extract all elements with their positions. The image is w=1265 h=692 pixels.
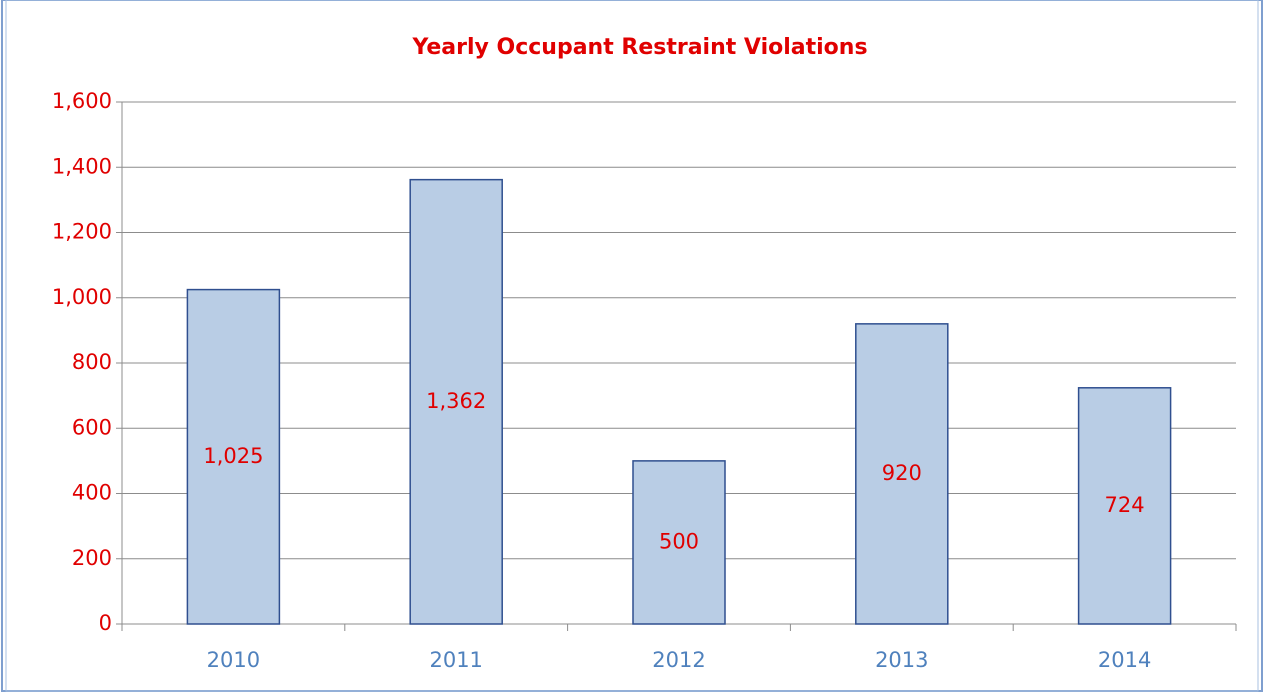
y-tick-label: 200 [72,546,112,570]
data-label: 920 [882,461,922,485]
bar [409,178,503,625]
bar [855,323,949,625]
chart-title: Yearly Occupant Restraint Violations [411,35,867,60]
y-tick-label: 400 [72,481,112,505]
bar [186,288,281,625]
bar [632,460,726,625]
x-tick-label: 2011 [429,648,482,672]
data-label: 500 [659,529,699,553]
x-tick-label: 2014 [1098,648,1151,672]
data-label: 1,362 [426,389,486,413]
y-tick-label: 600 [72,415,112,439]
x-tick-label: 2010 [207,648,260,672]
bar [1077,387,1172,625]
y-tick-label: 1,200 [52,220,112,244]
y-tick-label: 1,600 [52,89,112,113]
y-tick-label: 1,000 [52,285,112,309]
y-tick-label: 800 [72,350,112,374]
data-label: 724 [1105,493,1145,517]
x-tick-label: 2013 [875,648,928,672]
y-tick-label: 0 [99,611,112,635]
data-label: 1,025 [203,444,263,468]
frame-inner [5,0,1259,692]
x-tick-label: 2012 [652,648,705,672]
y-tick-label: 1,400 [52,154,112,178]
